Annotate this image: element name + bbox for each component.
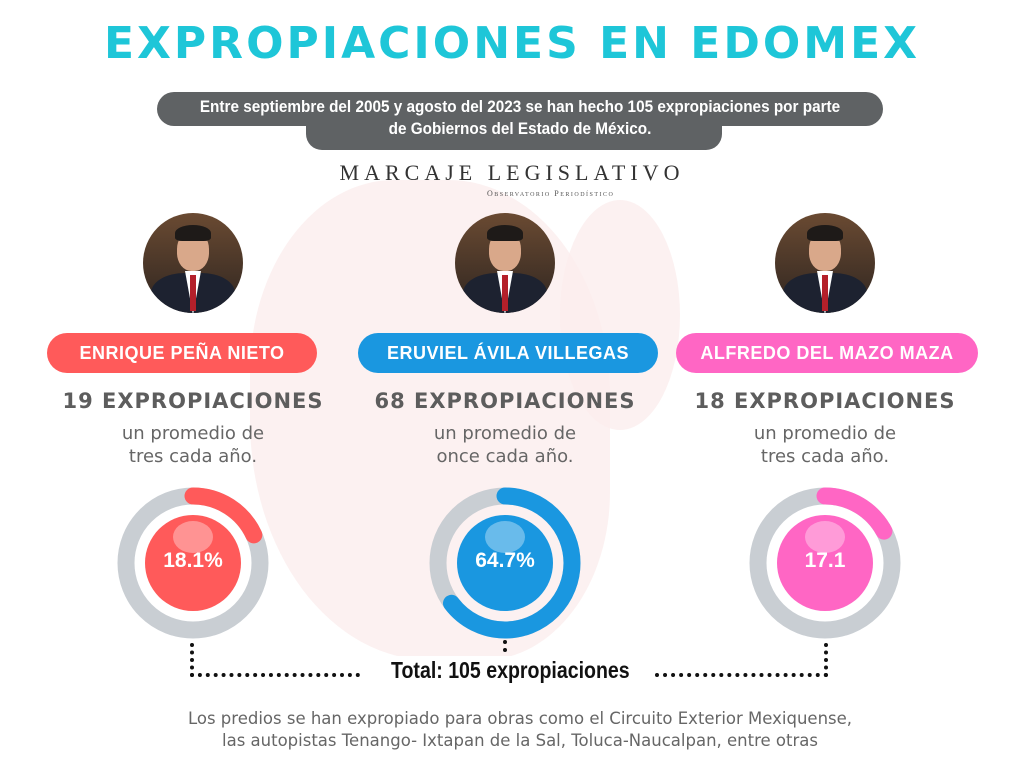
subtitle-banner-tab — [306, 118, 722, 150]
average-avila-villegas: un promedio de once cada año. — [345, 422, 665, 468]
average-pena-nieto: un promedio de tres cada año. — [33, 422, 353, 468]
edomex-map-background-part — [560, 200, 680, 430]
portrait-pena-nieto — [143, 213, 243, 313]
data-label-pena-nieto: 18.1% — [163, 549, 223, 572]
average-line-2: tres cada año. — [128, 446, 258, 467]
average-line-1: un promedio de — [753, 423, 897, 444]
donut-arc — [749, 487, 901, 639]
donut-highlight — [805, 521, 845, 553]
average-line-2: tres cada año. — [760, 446, 890, 467]
donut-center — [777, 515, 873, 611]
data-label-avila-villegas: 64.7% — [475, 549, 535, 572]
count-avila-villegas: 68 EXPROPIACIONES — [374, 389, 636, 413]
count-del-mazo: 18 EXPROPIACIONES — [694, 389, 956, 413]
data-label-del-mazo: 17.1 — [804, 549, 846, 572]
brand-logo: MARCAJE LEGISLATIVO — [339, 160, 685, 185]
name-pill-label: ENRIQUE PEÑA NIETO — [79, 343, 285, 363]
donut-highlight — [485, 521, 525, 553]
footer-line-2: las autopistas Tenango- Ixtapan de la Sa… — [222, 731, 818, 750]
connector-left — [190, 643, 360, 677]
donut-avila-villegas — [429, 487, 581, 639]
count-pena-nieto: 19 EXPROPIACIONES — [62, 389, 324, 413]
portrait-del-mazo — [775, 213, 875, 313]
name-pill-label: ERUVIEL ÁVILA VILLEGAS — [386, 343, 630, 363]
donut-highlight — [173, 521, 213, 553]
donut-center — [145, 515, 241, 611]
average-line-2: once cada año. — [436, 446, 574, 467]
page-title: EXPROPIACIONES EN EDOMEX — [103, 18, 921, 69]
name-pill-del-mazo: ALFREDO DEL MAZO MAZA — [676, 333, 978, 373]
total-label: Total: 105 expropiaciones — [391, 656, 630, 684]
subtitle-text: Entre septiembre del 2005 y agosto del 2… — [199, 97, 841, 138]
donut-pena-nieto — [117, 487, 269, 639]
average-line-1: un promedio de — [433, 423, 577, 444]
footer-note: Los predios se han expropiado para obras… — [0, 708, 1024, 752]
average-del-mazo: un promedio de tres cada año. — [665, 422, 985, 468]
name-pill-label: ALFREDO DEL MAZO MAZA — [700, 343, 954, 363]
connector-right — [655, 643, 828, 677]
average-line-1: un promedio de — [121, 423, 265, 444]
donut-del-mazo — [749, 487, 901, 639]
name-pill-avila-villegas: ERUVIEL ÁVILA VILLEGAS — [358, 333, 658, 373]
footer-line-1: Los predios se han expropiado para obras… — [187, 709, 853, 728]
donut-arc — [429, 487, 581, 639]
connector-center — [503, 640, 507, 660]
name-pill-pena-nieto: ENRIQUE PEÑA NIETO — [47, 333, 317, 373]
donut-arc — [117, 487, 269, 639]
portrait-avila-villegas — [455, 213, 555, 313]
donut-center — [457, 515, 553, 611]
brand-tagline: Observatorio Periodístico — [487, 189, 615, 198]
